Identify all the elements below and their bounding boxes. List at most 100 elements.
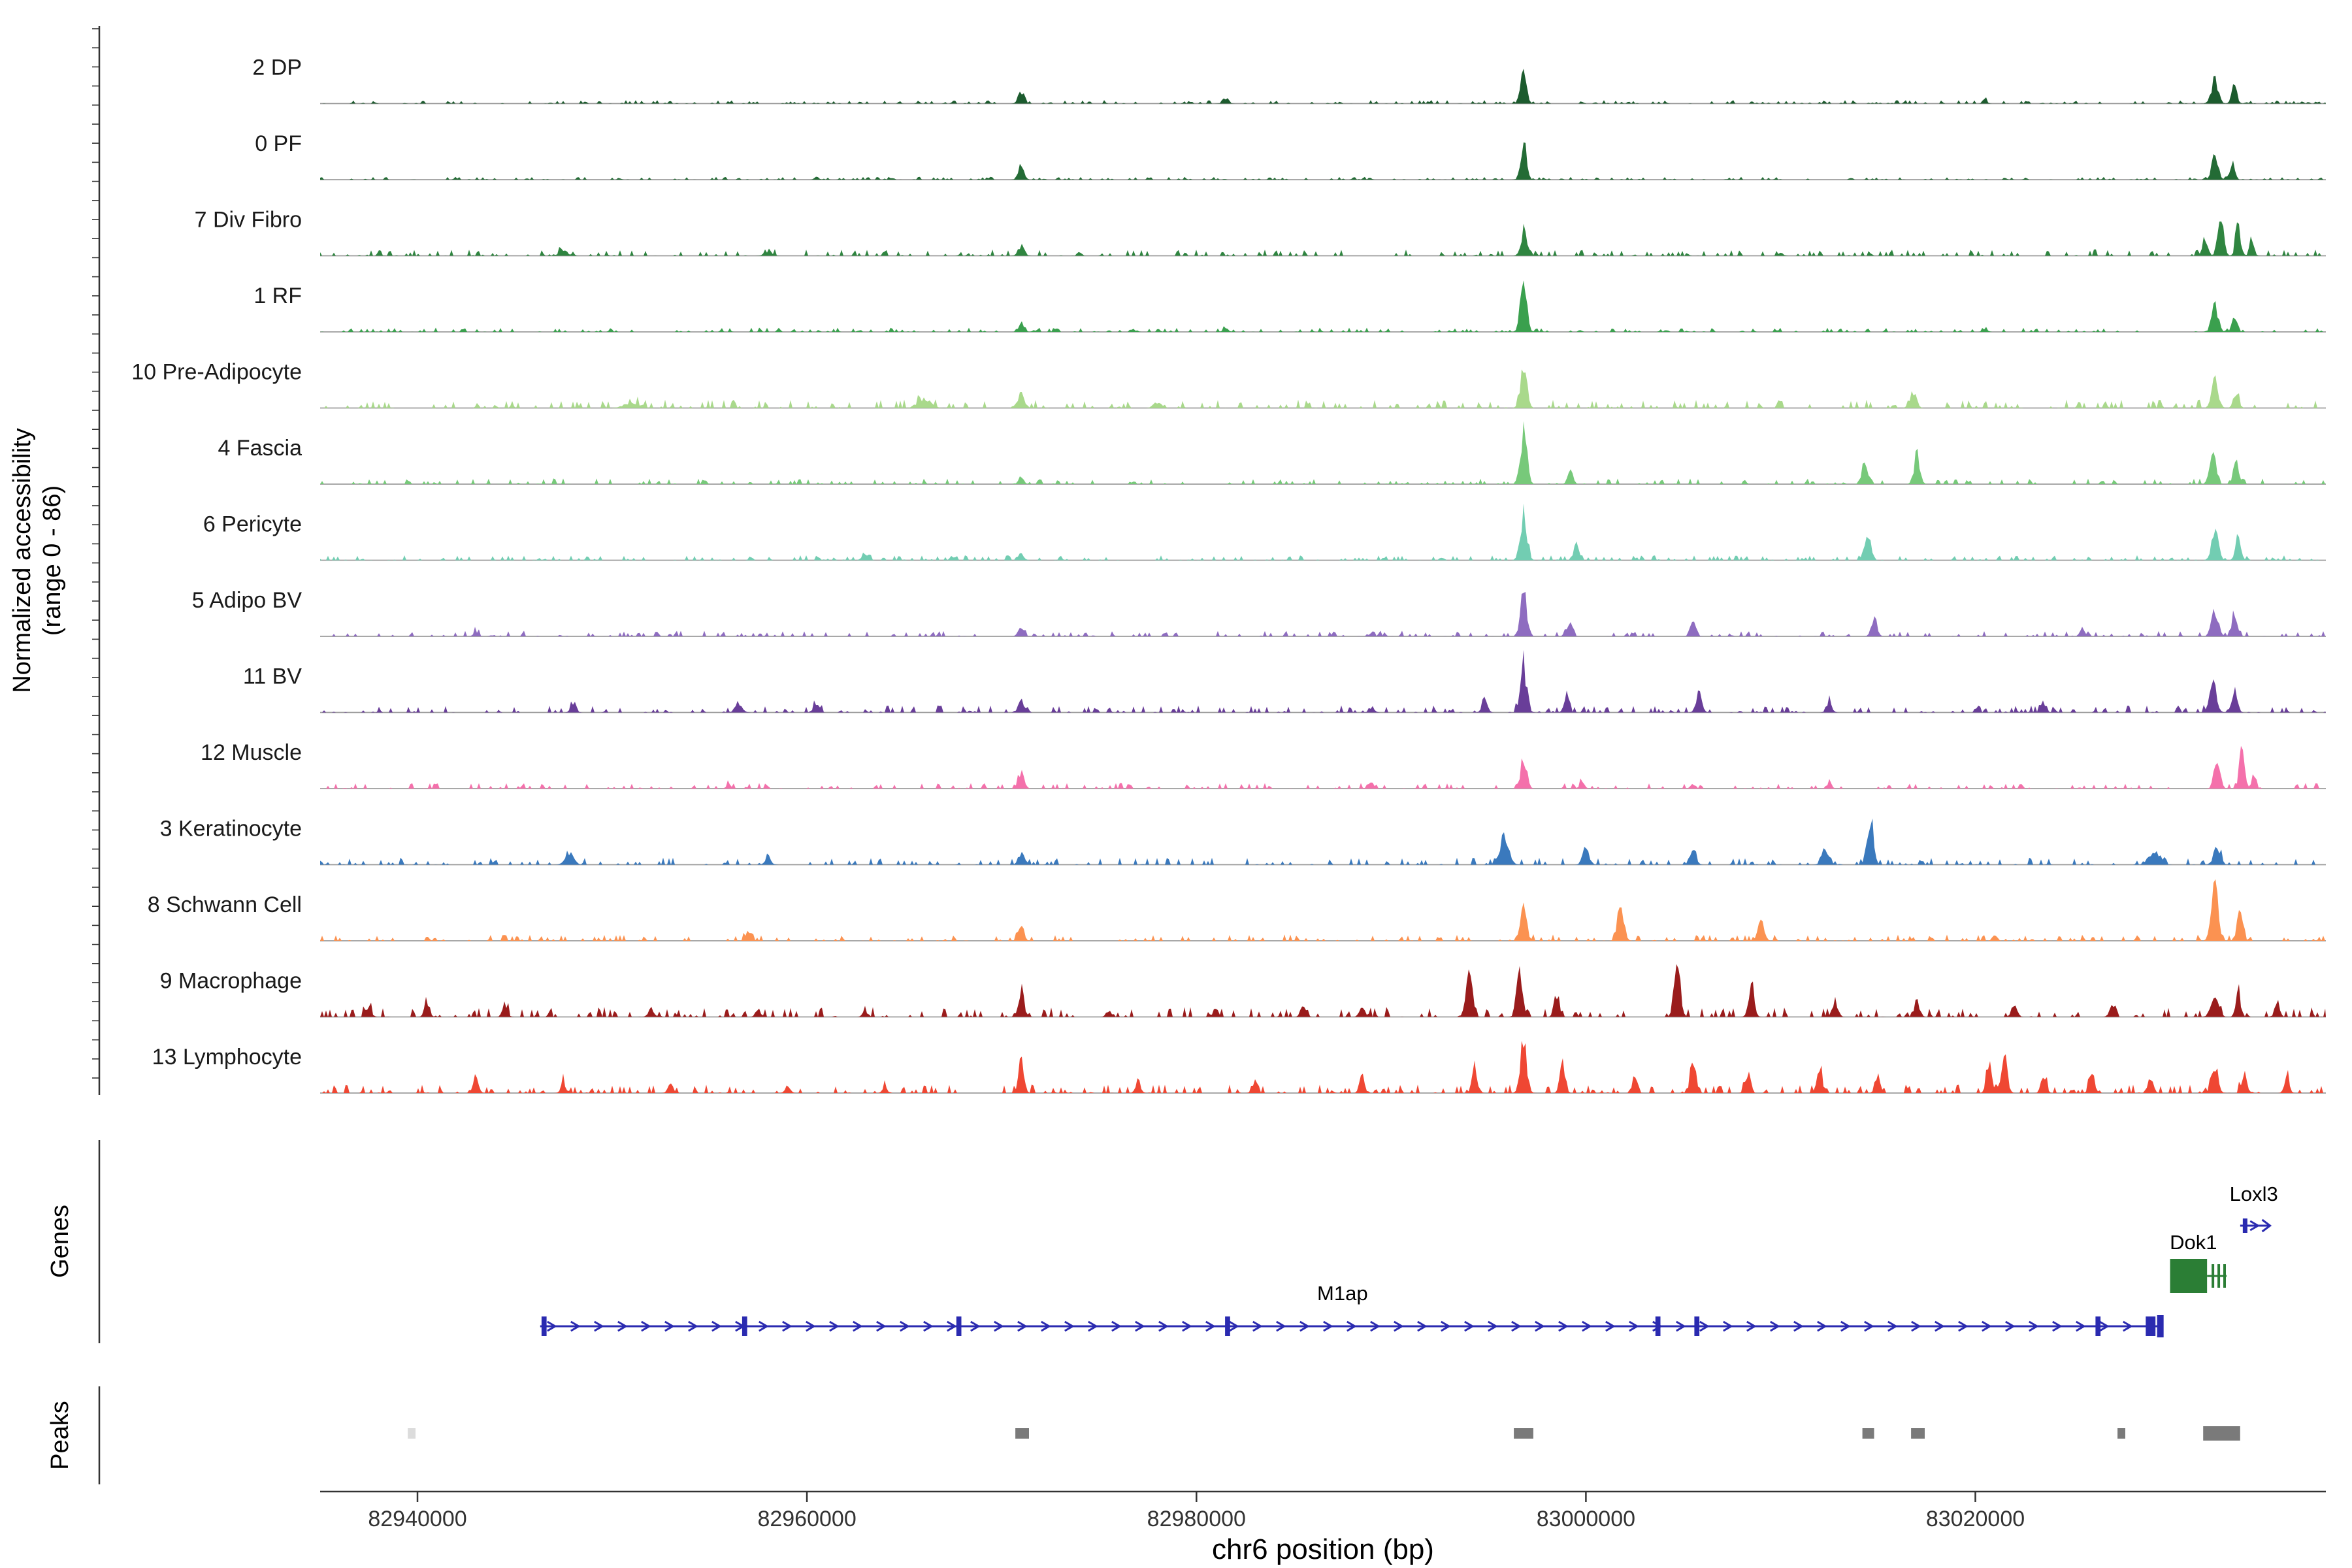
strand-arrow-icon	[1135, 1320, 1145, 1332]
section-brackets	[92, 26, 101, 1484]
gene-label: M1ap	[1317, 1282, 1368, 1305]
signal-area	[320, 69, 2326, 104]
strand-arrow-icon	[1370, 1320, 1380, 1332]
strand-arrow-icon	[1158, 1320, 1169, 1332]
peak-region	[1514, 1428, 1533, 1439]
track-label: 3 Keratinocyte	[160, 817, 302, 841]
signal-area	[320, 503, 2326, 561]
accessibility-tracks: 2 DP 0 PF 7 Div Fibro 1 RF 10 Pre-Adipocyte 4…	[131, 56, 2326, 1094]
strand-arrow-icon	[1229, 1320, 1239, 1332]
strand-arrow-icon	[806, 1320, 816, 1332]
y-axis-label-line2: (range 0 - 86)	[39, 485, 66, 636]
strand-arrow-icon	[1746, 1320, 1757, 1332]
strand-arrow-icon	[923, 1320, 934, 1332]
strand-arrow-icon	[1441, 1320, 1451, 1332]
strand-arrow-icon	[970, 1320, 981, 1332]
peak-region	[1862, 1428, 1874, 1439]
peak-region	[2203, 1426, 2240, 1441]
strand-arrow-icon	[947, 1320, 957, 1332]
strand-arrow-icon	[1840, 1320, 1851, 1332]
strand-arrow-icon	[1582, 1320, 1592, 1332]
track-label: 7 Div Fibro	[195, 208, 302, 233]
strand-arrow-icon	[1770, 1320, 1780, 1332]
strand-arrow-icon	[641, 1320, 651, 1332]
strand-arrow-icon	[594, 1320, 604, 1332]
strand-arrow-icon	[1299, 1320, 1310, 1332]
track-label: 9 Macrophage	[160, 969, 302, 994]
strand-arrow-icon	[1723, 1320, 1733, 1332]
strand-arrow-icon	[1394, 1320, 1404, 1332]
strand-arrow-icon	[2029, 1320, 2039, 1332]
peak-region	[1911, 1428, 1925, 1439]
track-label: 10 Pre-Adipocyte	[131, 360, 302, 385]
strand-arrow-icon	[688, 1320, 698, 1332]
track-label: 1 RF	[253, 284, 302, 308]
strand-arrow-icon	[1958, 1320, 1968, 1332]
strand-arrow-icon	[1935, 1320, 1945, 1332]
signal-area	[320, 369, 2326, 408]
strand-arrow-icon	[2249, 1220, 2261, 1232]
exon	[956, 1316, 962, 1336]
signal-area	[320, 592, 2326, 636]
track-11-bv: 11 BV	[243, 649, 2326, 713]
exon	[2242, 1218, 2247, 1233]
track-label: 13 Lymphocyte	[152, 1045, 302, 1070]
signal-area	[320, 745, 2326, 789]
strand-arrow-icon	[664, 1320, 675, 1332]
strand-arrow-icon	[759, 1320, 769, 1332]
signal-area	[320, 1041, 2326, 1093]
track-8-schwann-cell: 8 Schwann Cell	[148, 879, 2326, 941]
strand-arrow-icon	[1205, 1320, 1216, 1332]
strand-arrow-icon	[1911, 1320, 1921, 1332]
exon	[742, 1316, 747, 1336]
track-label: 8 Schwann Cell	[148, 892, 302, 917]
signal-area	[320, 142, 2326, 180]
y-axis-label-line1: Normalized accessibility	[8, 428, 36, 693]
gene-annotations: M1ap Dok1 Loxl3	[540, 1183, 2278, 1337]
gene-dok1: Dok1	[2170, 1231, 2227, 1293]
peak-region	[1015, 1428, 1029, 1439]
strand-arrow-icon	[1347, 1320, 1357, 1332]
strand-arrow-icon	[1252, 1320, 1263, 1332]
signal-area	[320, 649, 2326, 713]
track-1-rf: 1 RF	[253, 280, 2326, 333]
strand-arrow-icon	[1017, 1320, 1028, 1332]
x-axis-tick-label: 82960000	[757, 1507, 856, 1531]
track-7-div-fibro: 7 Div Fibro	[195, 208, 2326, 257]
peak-region	[408, 1428, 416, 1439]
strand-arrow-icon	[1605, 1320, 1616, 1332]
strand-arrow-icon	[1699, 1320, 1710, 1332]
exon	[1225, 1316, 1230, 1336]
strand-arrow-icon	[2099, 1320, 2110, 1332]
track-label: 4 Fascia	[218, 436, 302, 461]
strand-arrow-icon	[2005, 1320, 2016, 1332]
strand-arrow-icon	[1793, 1320, 1804, 1332]
x-axis-tick-label: 82980000	[1147, 1507, 1246, 1531]
strand-arrow-icon	[1182, 1320, 1192, 1332]
track-6-pericyte: 6 Pericyte	[203, 503, 2326, 561]
strand-arrow-icon	[1488, 1320, 1498, 1332]
strand-arrow-icon	[1535, 1320, 1545, 1332]
strand-arrow-icon	[1417, 1320, 1428, 1332]
strand-arrow-icon	[2052, 1320, 2063, 1332]
track-4-fascia: 4 Fascia	[218, 421, 2326, 485]
track-9-macrophage: 9 Macrophage	[160, 964, 2326, 1018]
exon	[541, 1316, 547, 1336]
strand-arrow-icon	[782, 1320, 792, 1332]
signal-area	[320, 221, 2326, 256]
signal-area	[320, 280, 2326, 332]
gene-loxl3: Loxl3	[2230, 1183, 2278, 1233]
exon	[2146, 1316, 2156, 1336]
strand-arrow-icon	[829, 1320, 840, 1332]
track-5-adipo-bv: 5 Adipo BV	[192, 588, 2326, 637]
signal-area	[320, 421, 2326, 484]
x-axis-tick-label: 83020000	[1926, 1507, 2025, 1531]
signal-area	[320, 818, 2326, 865]
arrowhead-icon	[2261, 1218, 2272, 1233]
strand-arrow-icon	[2123, 1320, 2133, 1332]
strand-arrow-icon	[994, 1320, 1004, 1332]
strand-arrow-icon	[711, 1320, 722, 1332]
strand-arrow-icon	[1558, 1320, 1569, 1332]
track-label: 5 Adipo BV	[192, 588, 302, 613]
track-13-lymphocyte: 13 Lymphocyte	[152, 1041, 2326, 1094]
